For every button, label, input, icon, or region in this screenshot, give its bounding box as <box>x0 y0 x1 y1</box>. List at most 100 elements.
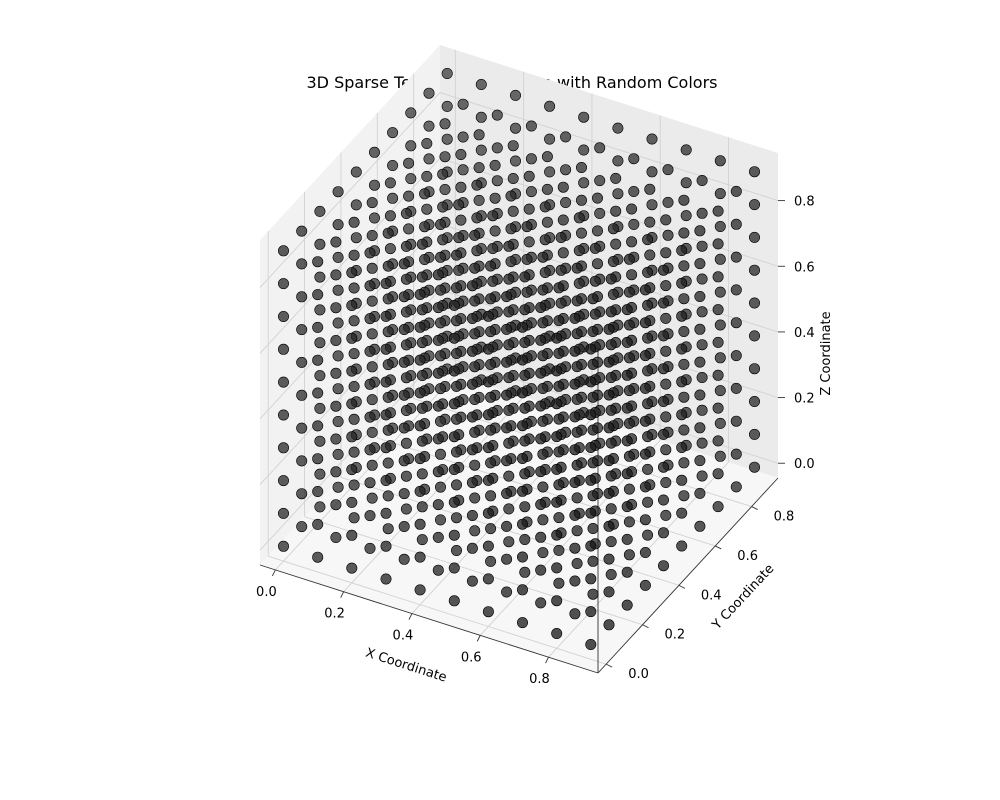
data-point <box>485 555 497 567</box>
data-point <box>277 409 289 421</box>
data-point <box>639 317 651 329</box>
data-point <box>348 446 360 458</box>
data-point <box>439 184 451 196</box>
data-point <box>277 310 289 322</box>
data-point <box>646 199 658 211</box>
data-point <box>455 181 467 193</box>
data-point <box>469 525 481 537</box>
data-point <box>501 553 513 565</box>
data-point <box>644 249 656 261</box>
data-point <box>748 231 760 243</box>
data-point <box>657 461 669 473</box>
data-point <box>591 258 603 270</box>
data-point <box>382 523 394 535</box>
data-point <box>414 518 426 530</box>
data-point <box>491 109 503 121</box>
data-point <box>419 188 431 200</box>
y-tick-label: 0.8 <box>774 510 795 525</box>
data-point <box>535 433 547 445</box>
data-point <box>414 551 426 563</box>
data-point <box>660 345 672 357</box>
data-point <box>501 291 513 303</box>
data-point <box>387 127 399 139</box>
data-point <box>482 442 494 454</box>
data-point <box>644 216 656 228</box>
data-point <box>332 317 344 329</box>
data-point <box>521 253 533 265</box>
data-point <box>432 433 444 445</box>
z-tick-label: 0.4 <box>794 326 815 341</box>
data-point <box>712 238 724 250</box>
data-point <box>312 321 324 333</box>
data-point <box>450 347 462 359</box>
data-point <box>516 452 528 464</box>
data-point <box>544 100 556 112</box>
data-point <box>642 234 654 246</box>
data-point <box>482 474 494 486</box>
data-point <box>501 422 513 434</box>
data-point <box>730 382 742 394</box>
data-point <box>434 317 446 329</box>
data-point <box>507 173 519 185</box>
data-point <box>585 441 597 453</box>
data-point <box>330 466 342 478</box>
data-point <box>501 520 513 532</box>
data-point <box>414 485 426 497</box>
data-point <box>676 441 688 453</box>
data-point <box>519 304 531 316</box>
data-point <box>332 186 344 198</box>
data-point <box>539 266 551 278</box>
data-point <box>621 304 633 316</box>
data-point <box>503 339 515 351</box>
data-point <box>485 424 497 436</box>
data-point <box>332 415 344 427</box>
data-point <box>519 336 531 348</box>
data-point <box>642 529 654 541</box>
data-point <box>348 315 360 327</box>
data-point <box>626 236 638 248</box>
data-point <box>603 356 615 368</box>
data-point <box>469 426 481 438</box>
y-tick-mark <box>605 663 613 668</box>
data-point <box>569 411 581 423</box>
data-point <box>314 205 326 217</box>
data-point <box>551 496 563 508</box>
data-point <box>432 531 444 543</box>
data-point <box>730 481 742 493</box>
data-point <box>575 162 587 174</box>
data-point <box>748 363 760 375</box>
data-point <box>516 321 528 333</box>
data-point <box>587 457 599 469</box>
data-point <box>348 282 360 294</box>
data-point <box>621 435 633 447</box>
data-point <box>594 207 606 219</box>
data-point <box>421 138 433 150</box>
data-point <box>519 369 531 381</box>
data-point <box>730 185 742 197</box>
data-point <box>450 315 462 327</box>
data-point <box>571 459 583 471</box>
data-point <box>380 277 392 289</box>
data-point <box>605 536 617 548</box>
data-point <box>587 424 599 436</box>
data-point <box>423 120 435 132</box>
data-point <box>296 422 308 434</box>
data-point <box>382 391 394 403</box>
data-point <box>660 312 672 324</box>
data-point <box>589 242 601 254</box>
data-point <box>332 383 344 395</box>
data-point <box>553 544 565 556</box>
data-point <box>398 356 410 368</box>
data-point <box>587 555 599 567</box>
data-point <box>714 286 726 298</box>
data-point <box>350 199 362 211</box>
data-point <box>539 234 551 246</box>
grid-y-floor <box>268 555 607 665</box>
data-point <box>555 232 567 244</box>
data-point <box>603 586 615 598</box>
data-point <box>296 521 308 533</box>
data-point <box>544 166 556 178</box>
data-point <box>694 389 706 401</box>
data-point <box>366 262 378 274</box>
data-point <box>403 223 415 235</box>
